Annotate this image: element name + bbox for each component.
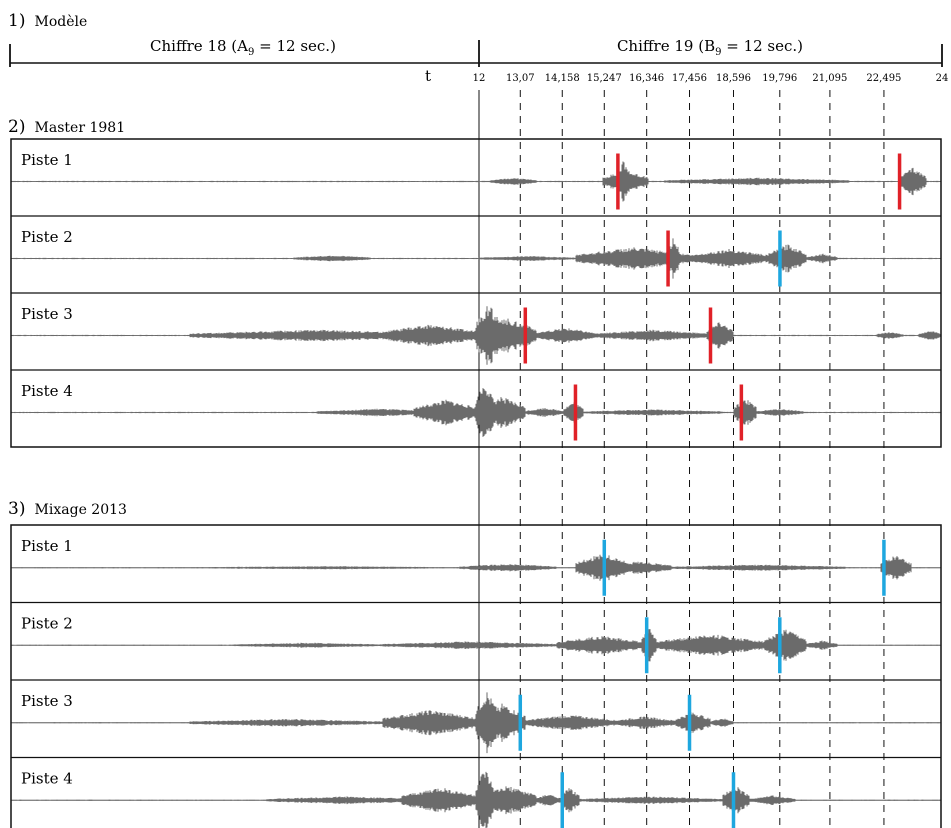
tick-label: 21,095 — [812, 73, 847, 84]
chiffre-18-label: Chiffre 18 (A9 = 12 sec.) — [150, 37, 336, 58]
track-label: Piste 2 — [21, 228, 73, 246]
mix-frame — [10, 524, 942, 828]
track-label: Piste 3 — [21, 305, 73, 323]
time-axis-label: t — [425, 67, 431, 85]
tick-label: 15,247 — [587, 73, 622, 84]
track-label: Piste 1 — [21, 151, 73, 169]
tick-label: 24 — [936, 73, 949, 84]
tick-label: 12 — [473, 73, 486, 84]
master-section-title: 2) Master 1981 — [8, 117, 125, 137]
track-waveform — [11, 771, 941, 828]
tick-label: 16,346 — [629, 73, 664, 84]
mix-section-title: 3) Mixage 2013 — [8, 499, 127, 519]
mixage-2013-tracks: Piste 1 Piste 2 Piste 3 Piste 4 — [10, 524, 942, 828]
track-waveform — [11, 692, 941, 754]
model-section-title: 1) Modèle — [8, 11, 87, 31]
track-label: Piste 1 — [21, 537, 73, 555]
track-waveform — [11, 554, 941, 582]
track-label: Piste 4 — [21, 770, 73, 788]
master-frame — [10, 138, 942, 448]
track-waveform — [11, 161, 941, 202]
track-waveform — [11, 306, 941, 365]
tick-label: 14,158 — [545, 73, 580, 84]
track-label: Piste 2 — [21, 615, 73, 633]
tick-label: 18,596 — [716, 73, 751, 84]
track-waveform — [11, 388, 941, 437]
track-waveform — [11, 629, 941, 662]
chiffre-19-label: Chiffre 19 (B9 = 12 sec.) — [617, 37, 803, 58]
tick-label: 22,495 — [866, 73, 901, 84]
time-tick-labels: 12 13,07 14,158 15,247 16,346 17,456 18,596 19,… — [473, 73, 949, 84]
track-label: Piste 3 — [21, 692, 73, 710]
tick-label: 17,456 — [672, 73, 707, 84]
tick-label: 19,796 — [762, 73, 797, 84]
tick-guide-lines — [519, 90, 885, 828]
tick-label: 13,07 — [506, 73, 535, 84]
track-waveform — [11, 238, 941, 279]
master-1981-tracks: Piste 1 Piste 2 Piste 3 Piste 4 — [10, 138, 942, 448]
track-label: Piste 4 — [21, 382, 73, 400]
